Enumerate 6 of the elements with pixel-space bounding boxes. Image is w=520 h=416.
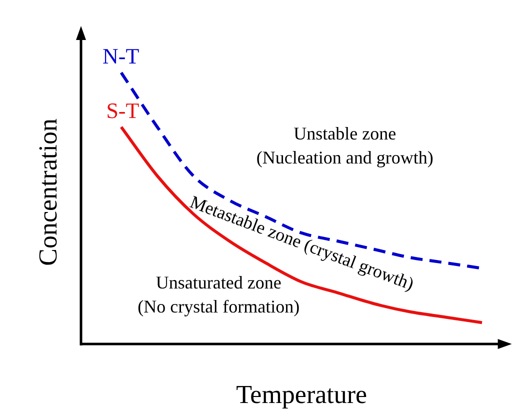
series-label: S-T [106, 98, 140, 123]
y-axis-title: Concentration [33, 118, 62, 266]
annotation: Unsaturated zone (No crystal formation) [138, 272, 300, 316]
series-label: N-T [102, 43, 140, 68]
x-axis-title: Temperature [236, 380, 368, 410]
annotation: Unstable zone (Nucleation and growth) [256, 123, 434, 168]
